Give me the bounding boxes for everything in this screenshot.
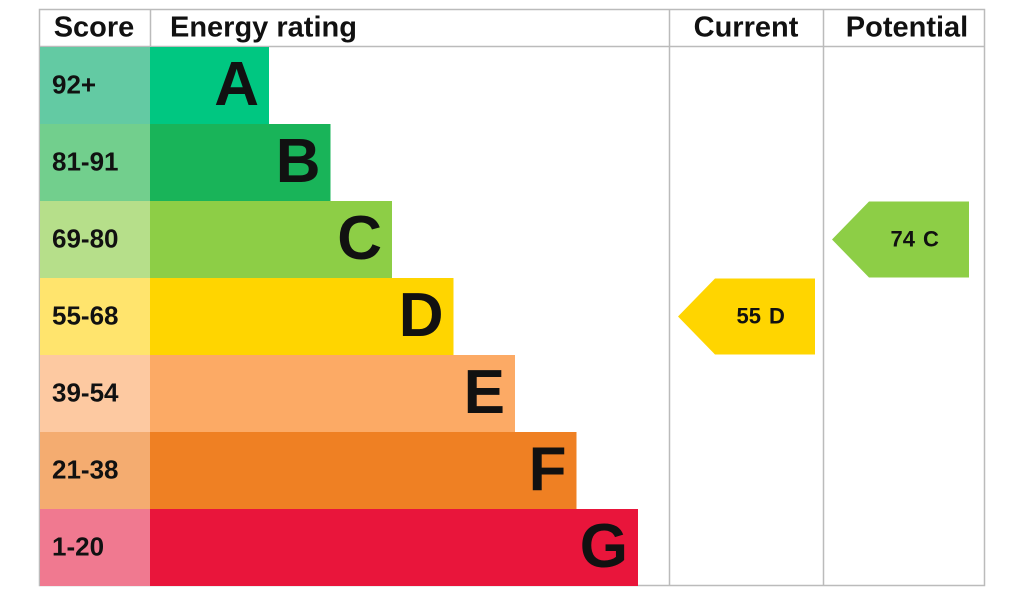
- header-score: Score: [54, 12, 135, 44]
- rating-letter: E: [464, 358, 505, 427]
- rating-letter: A: [214, 50, 259, 119]
- rating-bar: [150, 124, 331, 201]
- rating-bar: [150, 201, 392, 278]
- score-range: 21-38: [52, 454, 119, 484]
- header-current: Current: [694, 12, 799, 44]
- rating-bar: [150, 47, 269, 124]
- rating-letter: C: [337, 204, 382, 273]
- score-cell: [40, 355, 150, 432]
- potential-letter: C: [923, 226, 939, 251]
- score-range: 39-54: [52, 377, 119, 407]
- score-cell: [40, 47, 150, 124]
- score-cell: [40, 278, 150, 355]
- score-cell: [40, 509, 150, 586]
- rating-bar: [150, 278, 454, 355]
- score-range: 55-68: [52, 300, 119, 330]
- score-range: 1-20: [52, 531, 104, 561]
- score-range: 81-91: [52, 146, 119, 176]
- rating-bar: [150, 432, 577, 509]
- current-value: 55: [737, 303, 761, 328]
- header-potential: Potential: [846, 12, 968, 44]
- score-cell: [40, 432, 150, 509]
- rating-bar: [150, 509, 638, 586]
- rating-bar: [150, 355, 515, 432]
- rating-letter: D: [399, 281, 444, 350]
- score-cell: [40, 201, 150, 278]
- score-cell: [40, 124, 150, 201]
- header-rating: Energy rating: [170, 12, 357, 44]
- score-range: 69-80: [52, 223, 119, 253]
- score-range: 92+: [52, 69, 96, 99]
- rating-letter: F: [529, 435, 567, 504]
- potential-arrow: [832, 201, 969, 278]
- rating-letter: G: [580, 512, 628, 581]
- current-letter: D: [769, 303, 785, 328]
- current-arrow: [678, 278, 815, 355]
- rating-letter: B: [276, 127, 321, 196]
- potential-value: 74: [891, 226, 916, 251]
